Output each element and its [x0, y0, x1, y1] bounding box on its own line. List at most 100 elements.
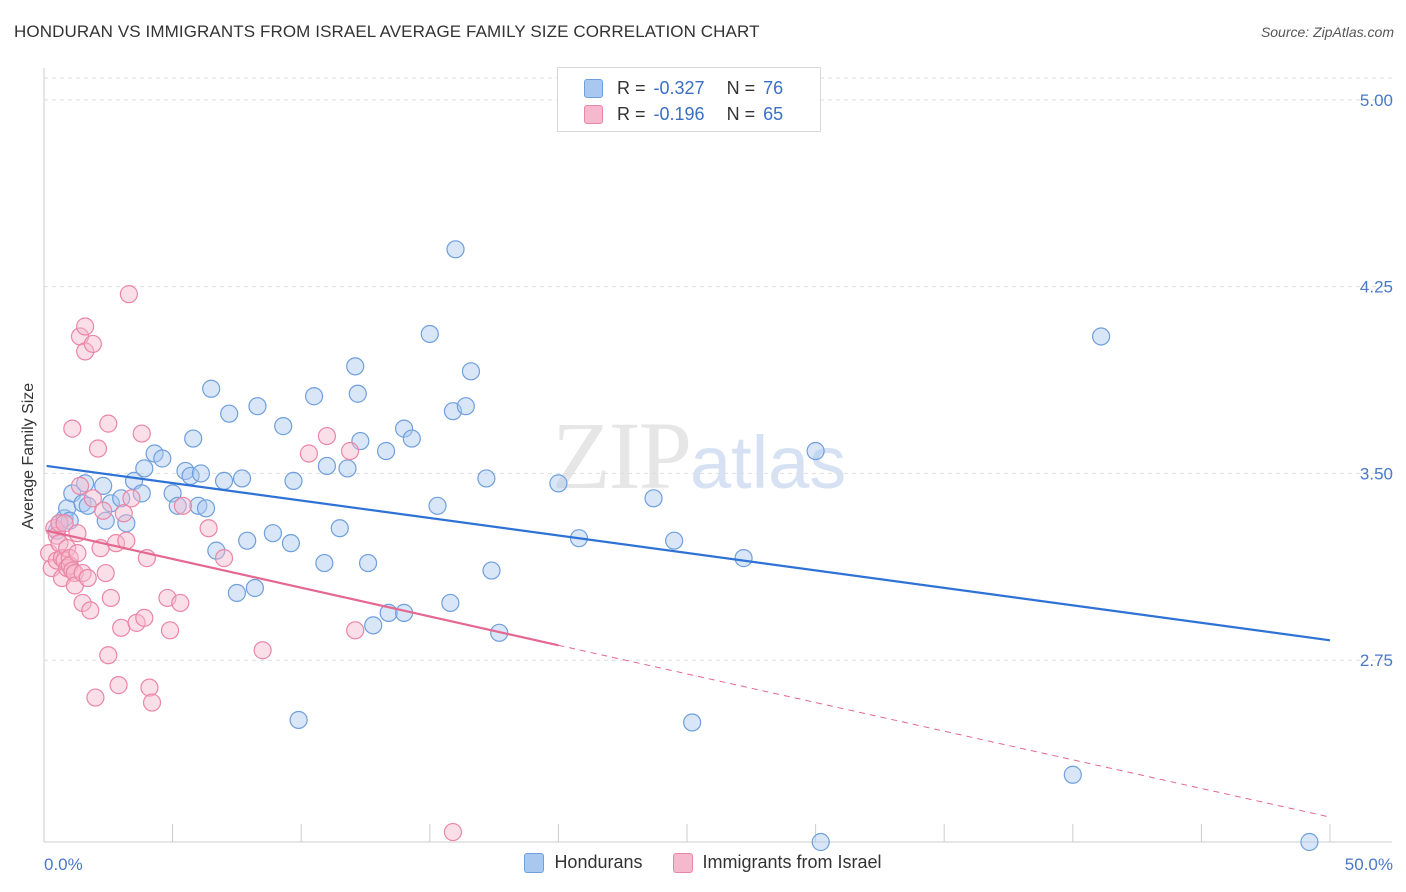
- israel-point: [63, 419, 82, 438]
- honduran-point: [232, 469, 252, 488]
- honduran-point: [441, 593, 460, 613]
- correlation-legend: R = -0.327 N = 76 R = -0.196 N = 65: [557, 67, 821, 132]
- legend-swatch-hondurans: [524, 852, 545, 873]
- israel-point: [140, 678, 159, 697]
- israel-point: [109, 676, 128, 695]
- honduran-point: [330, 519, 349, 538]
- israel-point: [76, 342, 95, 361]
- honduran-point: [811, 832, 830, 852]
- honduran-point: [358, 553, 378, 573]
- israel-point: [173, 496, 192, 515]
- honduran-point: [284, 471, 303, 491]
- honduran-point: [281, 534, 301, 553]
- honduran-point: [135, 459, 154, 478]
- honduran-point: [1091, 327, 1111, 346]
- watermark-zip: ZIP: [552, 402, 692, 509]
- israel-point: [135, 608, 154, 627]
- israel-point: [160, 621, 180, 640]
- honduran-point: [238, 531, 257, 550]
- israel-point: [50, 514, 69, 533]
- israel-point: [73, 563, 92, 583]
- honduran-point: [364, 616, 383, 635]
- israel-point: [171, 593, 190, 613]
- honduran-point: [482, 561, 501, 580]
- honduran-point: [665, 531, 684, 550]
- israel-point: [76, 317, 95, 336]
- israel-point: [214, 549, 234, 568]
- israel-trend-line: [46, 529, 559, 647]
- legend-n-value: 65: [763, 103, 784, 124]
- honduran-point: [263, 524, 283, 543]
- legend-n-label: N =: [726, 103, 756, 124]
- israel-point: [101, 588, 120, 608]
- israel-point: [88, 439, 108, 458]
- honduran-point: [248, 397, 267, 416]
- honduran-point: [1300, 832, 1319, 852]
- legend-n-label: N =: [726, 77, 756, 98]
- honduran-point: [214, 471, 234, 491]
- legend-r-value: -0.196: [653, 103, 705, 124]
- honduran-point: [132, 484, 151, 503]
- legend-swatch-hondurans: [584, 78, 603, 98]
- honduran-trend-line: [46, 464, 1331, 642]
- israel-point: [83, 334, 102, 354]
- y-tick-label: 4.25: [1360, 278, 1393, 297]
- israel-point: [132, 424, 151, 443]
- honduran-point: [394, 419, 414, 438]
- honduran-point: [420, 324, 439, 344]
- honduran-point: [176, 461, 195, 481]
- honduran-point: [227, 583, 246, 603]
- legend-row-israel: R = -0.196 N = 65: [584, 103, 783, 125]
- x-tick-label: 50.0%: [1345, 855, 1393, 874]
- honduran-point: [446, 240, 465, 259]
- honduran-point: [196, 499, 216, 518]
- honduran-point: [338, 459, 357, 478]
- honduran-point: [112, 489, 131, 508]
- israel-trend-extension: [558, 644, 1331, 818]
- honduran-point: [184, 429, 203, 448]
- y-tick-label: 3.50: [1360, 464, 1393, 483]
- honduran-point: [191, 464, 210, 483]
- legend-label-hondurans: Hondurans: [554, 852, 643, 872]
- honduran-point: [734, 549, 753, 568]
- x-tick-label: 0.0%: [44, 855, 83, 874]
- israel-point: [142, 693, 162, 712]
- honduran-point: [806, 441, 825, 461]
- israel-point: [253, 641, 272, 660]
- legend-swatch-israel: [672, 852, 693, 873]
- legend-r-label: R =: [617, 103, 646, 124]
- honduran-point: [376, 441, 396, 461]
- honduran-point: [94, 476, 113, 495]
- honduran-point: [101, 494, 120, 513]
- honduran-point: [304, 387, 324, 406]
- israel-point: [86, 688, 105, 707]
- israel-point: [299, 444, 319, 463]
- y-tick-label: 2.75: [1360, 651, 1393, 670]
- honduran-point: [477, 469, 496, 488]
- chart-title: HONDURAN VS IMMIGRANTS FROM ISRAEL AVERA…: [14, 22, 760, 41]
- israel-point: [114, 504, 133, 523]
- israel-point: [119, 285, 138, 304]
- israel-point: [78, 568, 97, 588]
- honduran-point: [644, 489, 663, 508]
- israel-point: [340, 441, 360, 461]
- legend-item-israel: Immigrants from Israel: [672, 852, 882, 873]
- honduran-point: [220, 404, 239, 423]
- israel-point: [99, 414, 118, 433]
- honduran-point: [202, 379, 221, 398]
- israel-point: [199, 519, 218, 538]
- israel-point: [73, 593, 92, 613]
- honduran-point: [274, 417, 293, 436]
- israel-point: [346, 621, 365, 640]
- honduran-point: [245, 578, 265, 598]
- legend-label-israel: Immigrants from Israel: [702, 852, 882, 872]
- honduran-point: [315, 553, 334, 573]
- honduran-point: [207, 541, 226, 560]
- legend-row-hondurans: R = -0.327 N = 76: [584, 77, 783, 99]
- source-label: Source: ZipAtlas.com: [1260, 24, 1394, 40]
- israel-point: [96, 563, 115, 583]
- israel-point: [99, 646, 118, 665]
- honduran-point: [346, 357, 365, 376]
- israel-point: [55, 514, 74, 533]
